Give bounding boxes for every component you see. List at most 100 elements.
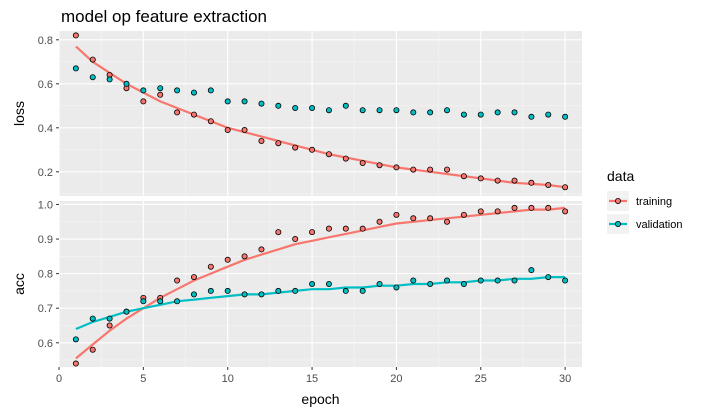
point-acc-training <box>444 218 451 225</box>
point-acc-training <box>528 204 535 211</box>
point-loss-validation <box>241 98 248 105</box>
point-loss-training <box>410 166 417 173</box>
y-tick-label-loss: 0.4 <box>38 123 53 135</box>
point-acc-training <box>342 225 349 232</box>
point-loss-validation <box>460 111 467 118</box>
point-loss-validation <box>106 76 113 83</box>
point-acc-training <box>325 225 332 232</box>
point-loss-training <box>207 118 214 125</box>
point-loss-training <box>89 56 96 63</box>
point-loss-training <box>157 91 164 98</box>
point-loss-training <box>342 155 349 162</box>
point-loss-validation <box>562 113 569 120</box>
point-loss-validation <box>376 107 383 114</box>
point-loss-training <box>511 177 518 184</box>
point-loss-training <box>376 162 383 169</box>
point-loss-validation <box>477 111 484 118</box>
point-acc-training <box>174 277 181 284</box>
point-acc-validation <box>140 298 147 305</box>
point-loss-validation <box>444 107 451 114</box>
point-acc-validation <box>562 277 569 284</box>
point-acc-training <box>410 215 417 222</box>
point-loss-validation <box>275 102 282 109</box>
point-loss-validation <box>545 111 552 118</box>
point-loss-training <box>562 184 569 191</box>
point-loss-validation <box>359 107 366 114</box>
point-loss-training <box>359 159 366 166</box>
point-acc-validation <box>309 280 316 287</box>
legend-key-point-training <box>615 197 622 204</box>
point-loss-validation <box>325 107 332 114</box>
point-loss-validation <box>258 100 265 107</box>
legend-title: data <box>607 168 634 184</box>
point-loss-validation <box>190 89 197 96</box>
y-axis-title-acc: acc <box>11 273 27 295</box>
point-loss-validation <box>427 109 434 116</box>
point-acc-validation <box>106 315 113 322</box>
point-acc-validation <box>359 287 366 294</box>
fit-line-acc-training <box>75 206 566 360</box>
point-loss-validation <box>174 87 181 94</box>
y-tick-label-acc: 0.6 <box>38 338 53 350</box>
point-acc-validation <box>190 291 197 298</box>
legend-label-validation: validation <box>636 219 682 231</box>
point-loss-validation <box>342 102 349 109</box>
x-tick-label: 10 <box>222 373 234 385</box>
point-acc-validation <box>376 280 383 287</box>
x-tick-label: 25 <box>475 373 487 385</box>
point-acc-training <box>511 204 518 211</box>
point-acc-validation <box>275 287 282 294</box>
point-loss-training <box>528 179 535 186</box>
point-loss-validation <box>292 105 299 112</box>
y-tick-label-loss: 0.2 <box>38 167 53 179</box>
point-acc-training <box>275 229 282 236</box>
point-loss-training <box>427 166 434 173</box>
point-acc-training <box>89 346 96 353</box>
panel-background-loss <box>59 31 582 196</box>
point-acc-training <box>224 256 231 263</box>
point-loss-validation <box>72 65 79 72</box>
point-loss-training <box>224 127 231 134</box>
point-acc-training <box>241 253 248 260</box>
point-acc-training <box>190 274 197 281</box>
point-acc-validation <box>241 291 248 298</box>
point-loss-training <box>140 98 147 105</box>
point-loss-validation <box>410 109 417 116</box>
x-tick-label: 20 <box>390 373 402 385</box>
point-loss-training <box>275 140 282 147</box>
point-acc-validation <box>224 287 231 294</box>
point-acc-validation <box>157 298 164 305</box>
point-loss-validation <box>157 85 164 92</box>
point-loss-validation <box>207 87 214 94</box>
point-acc-training <box>562 208 569 215</box>
point-acc-training <box>393 211 400 218</box>
y-tick-label-acc: 0.9 <box>38 234 53 246</box>
point-loss-training <box>309 146 316 153</box>
x-tick-label: 0 <box>56 373 62 385</box>
point-acc-validation <box>444 277 451 284</box>
point-acc-validation <box>292 287 299 294</box>
panel-background-acc <box>59 201 582 367</box>
point-acc-validation <box>511 277 518 284</box>
point-acc-validation <box>342 287 349 294</box>
y-tick-label-acc: 1.0 <box>38 199 53 211</box>
y-axis-title-loss: loss <box>11 101 27 126</box>
point-acc-validation <box>89 315 96 322</box>
y-tick-label-loss: 0.8 <box>38 35 53 47</box>
point-loss-training <box>72 32 79 39</box>
point-loss-validation <box>123 80 130 87</box>
point-acc-validation <box>72 336 79 343</box>
point-acc-validation <box>410 277 417 284</box>
x-axis-title: epoch <box>301 391 339 407</box>
point-loss-training <box>241 127 248 134</box>
point-acc-training <box>427 215 434 222</box>
point-loss-training <box>325 151 332 158</box>
point-acc-training <box>494 208 501 215</box>
point-loss-validation <box>224 98 231 105</box>
point-acc-validation <box>325 280 332 287</box>
point-loss-validation <box>140 87 147 94</box>
point-loss-validation <box>528 113 535 120</box>
point-loss-training <box>494 177 501 184</box>
point-loss-training <box>444 166 451 173</box>
